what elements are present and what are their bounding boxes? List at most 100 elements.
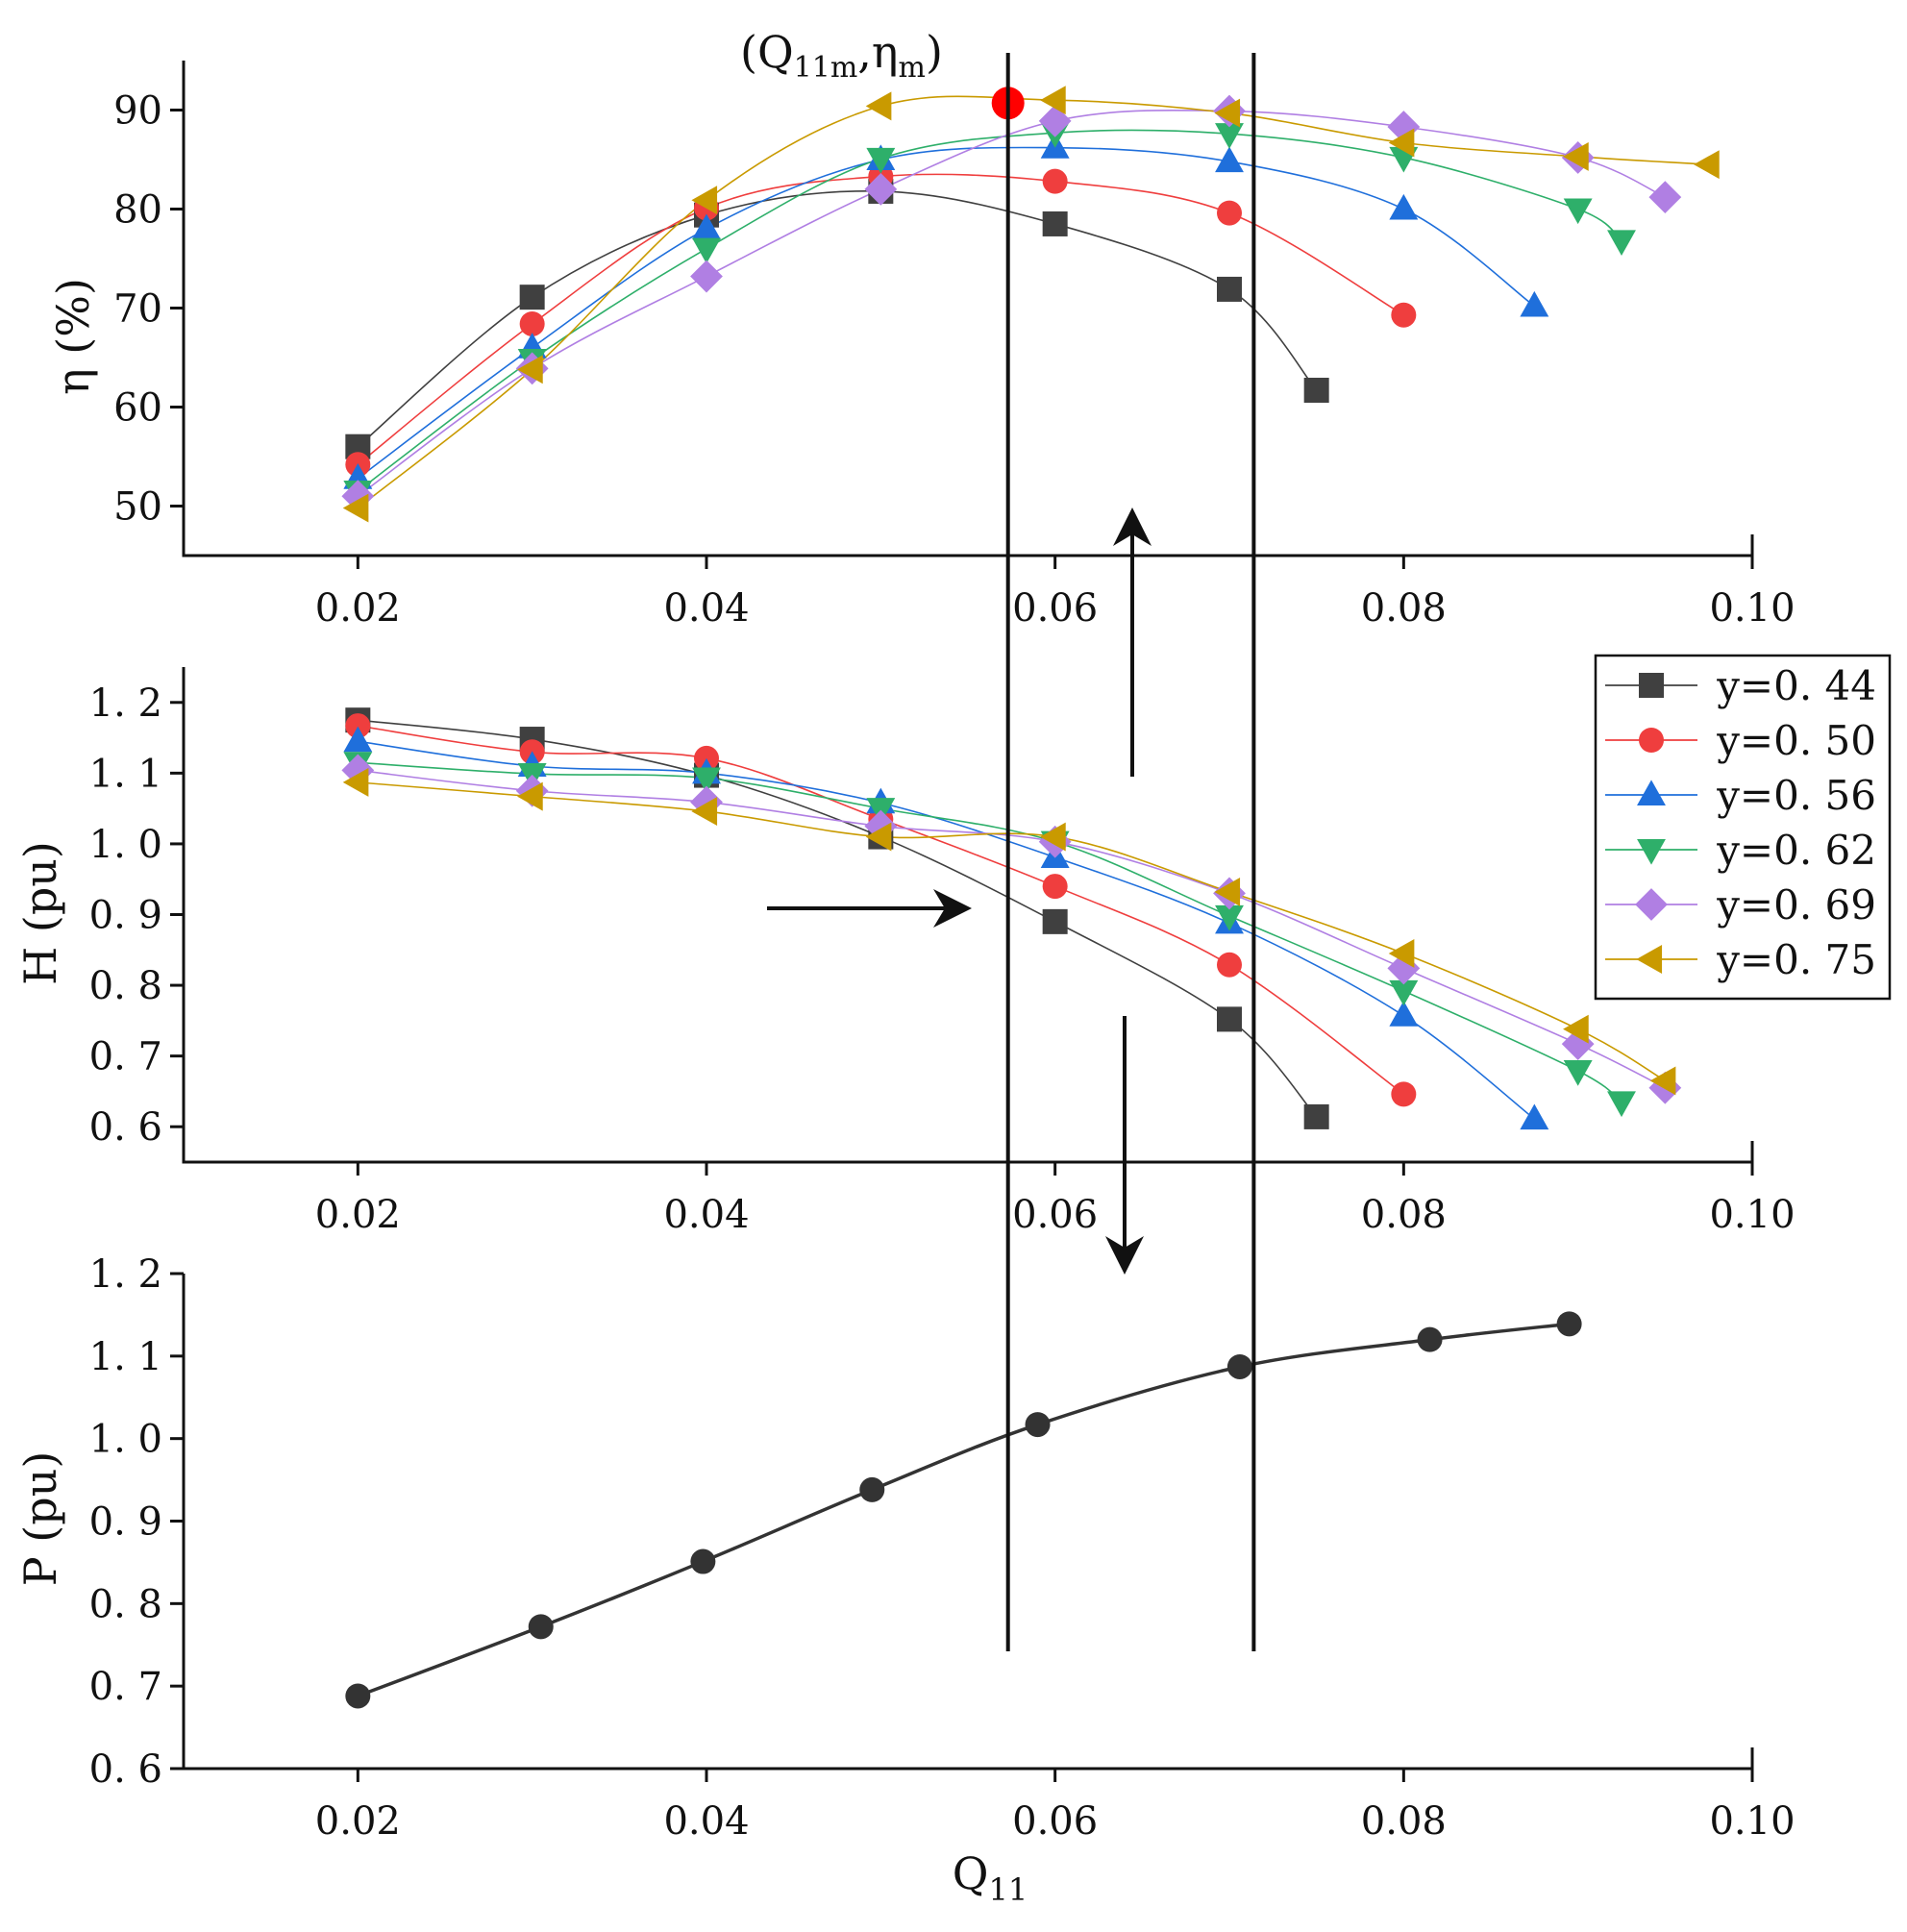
power-series-line-0 bbox=[357, 1322, 1570, 1698]
power-x-tick-label: 0.04 bbox=[663, 1799, 749, 1844]
head-data-point bbox=[691, 797, 718, 827]
legend-marker bbox=[1637, 838, 1666, 865]
head-data-point bbox=[1215, 904, 1244, 931]
legend-marker bbox=[1635, 888, 1668, 921]
head-x-ticks: 0.02 0.04 0.06 0.08 0.10 bbox=[315, 1162, 1796, 1237]
optimum-point-annotation: (Q11m,ηm) bbox=[740, 26, 1025, 120]
head-data-point bbox=[1217, 1006, 1242, 1032]
head-series-line-5 bbox=[358, 781, 1666, 1082]
efficiency-data-point bbox=[1388, 128, 1415, 158]
efficiency-data-point bbox=[517, 355, 543, 384]
head-y-ticks: 0. 6 0. 7 0. 8 0. 9 1. 0 1. 1 1. 2 bbox=[89, 681, 184, 1150]
head-data-point bbox=[1520, 1103, 1549, 1130]
head-y-tick-label: 0. 9 bbox=[89, 894, 162, 938]
efficiency-data-point bbox=[519, 285, 545, 310]
legend-label: y=0. 44 bbox=[1716, 662, 1876, 709]
efficiency-x-ticks: 0.02 0.04 0.06 0.08 0.10 bbox=[315, 556, 1796, 631]
power-data-point bbox=[528, 1614, 554, 1640]
power-x-tick-label: 0.02 bbox=[315, 1799, 401, 1844]
head-data-point bbox=[1042, 874, 1068, 900]
head-x-tick-label: 0.08 bbox=[1361, 1193, 1447, 1237]
efficiency-data-point bbox=[1217, 200, 1242, 226]
head-data-point bbox=[517, 781, 543, 811]
efficiency-data-point bbox=[1214, 98, 1241, 128]
legend-marker bbox=[1639, 673, 1664, 698]
legend-label: y=0. 50 bbox=[1716, 717, 1876, 764]
head-x-tick-label: 0.10 bbox=[1709, 1193, 1795, 1237]
power-x-tick-label: 0.08 bbox=[1361, 1799, 1447, 1844]
head-data-point bbox=[1607, 1091, 1636, 1118]
head-markers bbox=[341, 707, 1682, 1130]
efficiency-y-axis-title: η (%) bbox=[47, 278, 99, 395]
power-y-tick-label: 0. 7 bbox=[89, 1665, 162, 1709]
efficiency-data-point bbox=[1563, 141, 1589, 171]
efficiency-x-tick-label: 0.10 bbox=[1709, 586, 1795, 631]
head-data-point bbox=[1389, 1001, 1419, 1027]
head-data-point bbox=[343, 726, 373, 753]
head-data-point bbox=[865, 822, 892, 852]
power-y-tick-label: 1. 1 bbox=[89, 1335, 162, 1379]
efficiency-y-tick-label: 60 bbox=[113, 386, 162, 431]
optimum-point-label: (Q11m,ηm) bbox=[740, 26, 943, 85]
efficiency-y-tick-label: 80 bbox=[113, 188, 162, 233]
head-data-point bbox=[1217, 952, 1242, 978]
head-data-point bbox=[1042, 908, 1068, 934]
efficiency-data-point bbox=[1042, 168, 1068, 194]
power-data-point bbox=[1556, 1311, 1582, 1337]
efficiency-y-tick-label: 50 bbox=[113, 485, 162, 530]
head-x-tick-label: 0.02 bbox=[315, 1193, 401, 1237]
arrows bbox=[767, 508, 1152, 1275]
efficiency-data-point bbox=[1694, 150, 1720, 180]
reference-lines bbox=[1005, 53, 1256, 1651]
efficiency-x-tick-label: 0.08 bbox=[1361, 586, 1447, 631]
head-data-point bbox=[1649, 1066, 1676, 1096]
efficiency-markers bbox=[341, 86, 1720, 523]
head-data-point bbox=[1303, 1103, 1329, 1129]
power-y-tick-label: 1. 0 bbox=[89, 1418, 162, 1462]
efficiency-series-line-4 bbox=[357, 109, 1666, 497]
legend-marker bbox=[1639, 728, 1664, 753]
head-y-axis-title: H (pu) bbox=[14, 841, 66, 985]
power-y-tick-label: 0. 8 bbox=[89, 1582, 162, 1626]
efficiency-data-point bbox=[1042, 211, 1068, 236]
legend-marker bbox=[1637, 780, 1666, 806]
head-y-tick-label: 0. 6 bbox=[89, 1105, 162, 1150]
efficiency-x-tick-label: 0.02 bbox=[315, 586, 401, 631]
power-data-point bbox=[859, 1476, 885, 1502]
efficiency-data-point bbox=[1563, 198, 1593, 225]
efficiency-y-ticks: 50 60 70 80 90 bbox=[113, 89, 184, 530]
efficiency-data-point bbox=[342, 493, 369, 523]
head-data-point bbox=[1388, 939, 1415, 968]
efficiency-x-tick-label: 0.06 bbox=[1012, 586, 1098, 631]
efficiency-data-point bbox=[866, 147, 896, 174]
efficiency-series-line-0 bbox=[357, 189, 1318, 448]
efficiency-y-tick-label: 90 bbox=[113, 89, 162, 134]
head-series-line-2 bbox=[358, 740, 1535, 1120]
efficiency-data-point bbox=[690, 260, 723, 293]
power-curves bbox=[357, 1322, 1570, 1698]
power-data-point bbox=[1226, 1353, 1252, 1379]
efficiency-x-tick-label: 0.04 bbox=[663, 586, 749, 631]
efficiency-data-point bbox=[519, 310, 545, 336]
power-panel: 0. 60. 70. 80. 91. 01. 11. 2 0.02 0.04 0.0… bbox=[14, 1252, 1796, 1844]
efficiency-data-point bbox=[1038, 104, 1072, 137]
power-data-point bbox=[1025, 1412, 1051, 1438]
legend-label: y=0. 56 bbox=[1716, 772, 1876, 819]
efficiency-data-point bbox=[692, 213, 721, 240]
head-data-point bbox=[1391, 1081, 1417, 1107]
power-data-point bbox=[345, 1683, 371, 1709]
efficiency-data-point bbox=[865, 91, 892, 121]
power-y-ticks: 0. 6 0. 7 0. 8 0. 9 1. 0 1. 1 1. 2 bbox=[89, 1252, 184, 1792]
head-panel: 0. 60. 70. 80. 91. 01. 11. 2 0.02 0.04 0.0… bbox=[14, 667, 1796, 1237]
efficiency-data-point bbox=[1389, 193, 1419, 220]
head-data-point bbox=[1040, 822, 1066, 852]
head-data-point bbox=[1214, 878, 1241, 906]
head-y-tick-label: 0. 7 bbox=[89, 1035, 162, 1079]
efficiency-data-point bbox=[1303, 377, 1329, 403]
power-y-tick-label: 0. 6 bbox=[89, 1747, 162, 1792]
efficiency-axes bbox=[182, 61, 1754, 557]
efficiency-y-tick-label: 70 bbox=[113, 287, 162, 332]
head-data-point bbox=[1563, 1014, 1589, 1044]
efficiency-data-point bbox=[1520, 290, 1549, 317]
